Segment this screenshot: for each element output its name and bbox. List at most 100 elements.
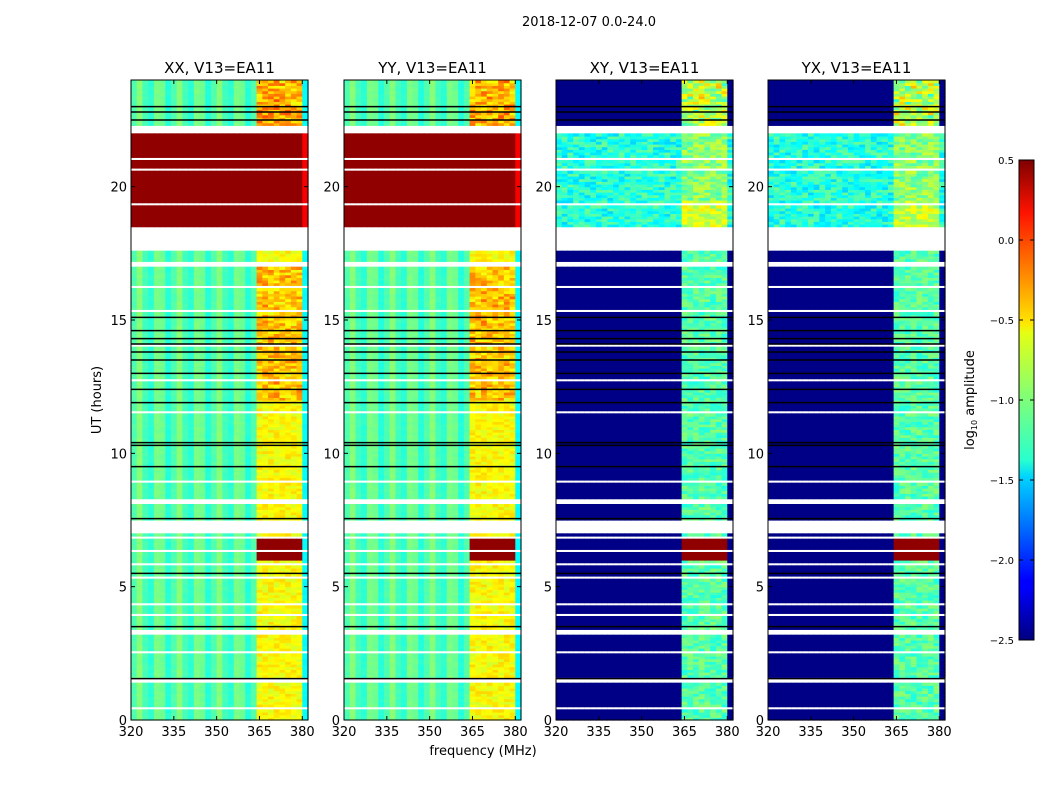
figure-title: 2018-12-07 0.0-24.0 xyxy=(522,15,656,30)
heatmap-cell xyxy=(302,688,309,692)
heatmap-cell xyxy=(170,616,178,620)
heatmap-cell xyxy=(233,600,241,604)
heatmap-cell xyxy=(165,608,172,612)
heatmap-cell xyxy=(170,493,178,497)
heatmap-cell xyxy=(159,509,166,513)
heatmap-cell xyxy=(296,600,303,604)
heatmap-cell xyxy=(285,250,292,254)
heatmap-cell xyxy=(193,205,201,209)
heatmap-cell xyxy=(165,205,172,209)
heatmap-cell xyxy=(256,288,263,292)
heatmap-cell xyxy=(273,658,281,662)
heatmap-cell xyxy=(153,714,161,718)
heatmap-cell xyxy=(131,554,138,558)
heatmap-cell xyxy=(279,578,286,582)
heatmap-cell xyxy=(256,544,263,548)
heatmap-cell xyxy=(176,693,183,697)
heatmap-cell xyxy=(188,717,195,721)
heatmap-cell xyxy=(199,626,206,630)
heatmap-cell xyxy=(228,578,235,582)
heatmap-cell xyxy=(199,514,206,518)
heatmap-cell xyxy=(268,589,275,593)
heatmap-cell xyxy=(153,605,161,609)
heatmap-cell xyxy=(268,568,275,572)
heatmap-cell xyxy=(136,570,144,574)
heatmap-cell xyxy=(245,642,252,646)
heatmap-cell xyxy=(302,664,309,668)
heatmap-cell xyxy=(159,578,166,582)
heatmap-cell xyxy=(136,490,144,494)
heatmap-cell xyxy=(268,266,275,270)
heatmap-cell xyxy=(153,573,161,577)
heatmap-cell xyxy=(193,608,201,612)
heatmap-cell xyxy=(302,693,309,697)
heatmap-cell xyxy=(131,624,138,628)
heatmap-cell xyxy=(188,560,195,564)
heatmap-cell xyxy=(170,538,178,542)
heatmap-cell xyxy=(290,656,298,660)
heatmap-cell xyxy=(273,698,281,702)
heatmap-cell xyxy=(296,717,303,721)
heatmap-cell xyxy=(153,616,161,620)
heatmap-cell xyxy=(233,413,241,417)
heatmap-cell xyxy=(153,496,161,500)
heatmap-cell xyxy=(233,621,241,625)
heatmap-cell xyxy=(176,346,183,350)
heatmap-cell xyxy=(279,674,286,678)
heatmap-cell xyxy=(153,538,161,542)
heatmap-cell xyxy=(193,653,201,657)
heatmap-cell xyxy=(233,346,241,350)
heatmap-cell xyxy=(273,642,281,646)
heatmap-cell xyxy=(279,312,286,316)
heatmap-cell xyxy=(205,589,212,593)
heatmap-cell xyxy=(262,554,269,558)
heatmap-cell xyxy=(245,312,252,316)
heatmap-cell xyxy=(285,493,292,497)
heatmap-cell xyxy=(290,568,298,572)
heatmap-cell xyxy=(290,618,298,622)
heatmap-cell xyxy=(296,413,303,417)
heatmap-cell xyxy=(222,544,229,548)
heatmap-cell xyxy=(188,648,195,652)
heatmap-cell xyxy=(279,661,286,665)
heatmap-cell xyxy=(245,672,252,676)
heatmap-cell xyxy=(148,717,155,721)
heatmap-cell xyxy=(148,712,155,716)
heatmap-cell xyxy=(256,504,263,508)
heatmap-cell xyxy=(228,693,235,697)
heatmap-cell xyxy=(228,658,235,662)
heatmap-cell xyxy=(228,688,235,692)
heatmap-cell xyxy=(239,618,246,622)
heatmap-cell xyxy=(131,618,138,622)
heatmap-cell xyxy=(153,312,161,316)
heatmap-cell xyxy=(222,642,229,646)
heatmap-cell xyxy=(176,714,183,718)
heatmap-cell xyxy=(290,584,298,588)
heatmap-cell xyxy=(250,565,258,569)
heatmap-cell xyxy=(302,698,309,702)
heatmap-cell xyxy=(245,714,252,718)
heatmap-cell xyxy=(228,552,235,556)
heatmap-cell xyxy=(239,666,246,670)
heatmap-cell xyxy=(210,496,218,500)
heatmap-cell xyxy=(262,621,269,625)
heatmap-cell xyxy=(165,714,172,718)
heatmap-cell xyxy=(262,506,269,510)
heatmap-cell xyxy=(256,658,263,662)
heatmap-cell xyxy=(210,712,218,716)
heatmap-cell xyxy=(199,624,206,628)
heatmap-cell xyxy=(273,568,281,572)
heatmap-cell xyxy=(245,586,252,590)
heatmap-cell xyxy=(176,648,183,652)
heatmap-cell xyxy=(296,509,303,513)
heatmap-cell xyxy=(222,504,229,508)
heatmap-cell xyxy=(165,642,172,646)
heatmap-cell xyxy=(210,538,218,542)
heatmap-cell xyxy=(131,584,138,588)
heatmap-cell xyxy=(268,640,275,644)
heatmap-cell xyxy=(159,610,166,614)
heatmap-cell xyxy=(216,624,223,628)
heatmap-cell xyxy=(176,504,183,508)
heatmap-cell xyxy=(256,496,263,500)
heatmap-cell xyxy=(159,565,166,569)
